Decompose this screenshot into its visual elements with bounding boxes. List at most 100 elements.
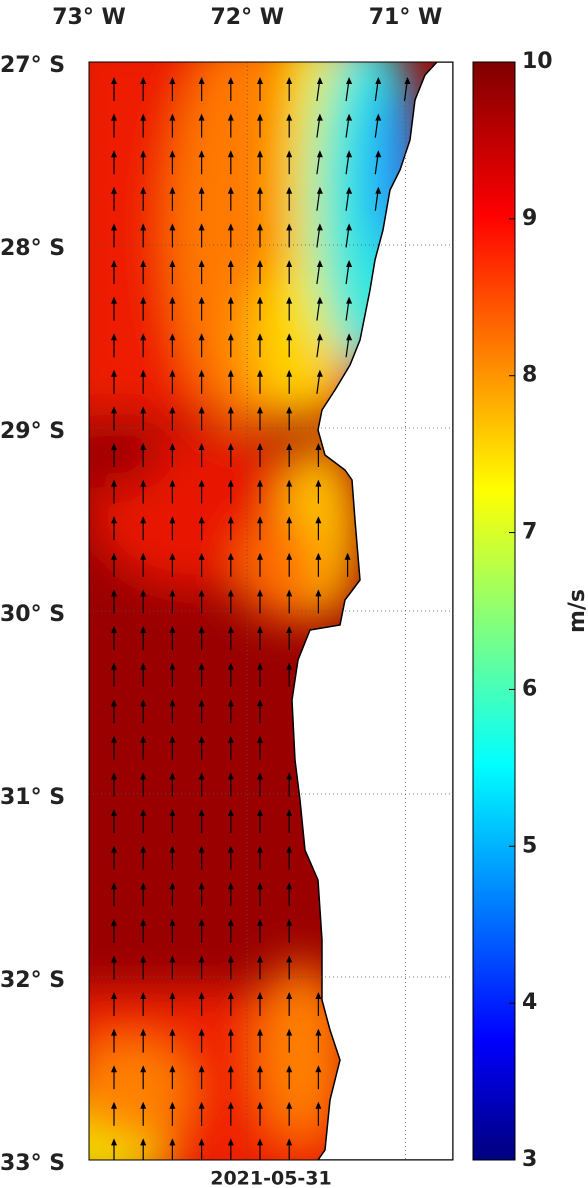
wind-arrow-head [286, 955, 293, 963]
wind-arrow-head [198, 406, 205, 414]
wind-arrow-head [198, 296, 205, 304]
wind-arrow-head [169, 882, 176, 890]
wind-arrow-head [111, 955, 117, 963]
wind-arrow-head [375, 113, 382, 121]
wind-arrow-head [111, 918, 117, 926]
wind-arrow-head [140, 516, 147, 524]
wind-arrow-head [198, 735, 205, 743]
colorbar-label: m/s [565, 589, 588, 633]
wind-arrow-head [198, 260, 205, 267]
wind-arrow-head [346, 223, 353, 231]
wind-arrow-head [140, 1101, 147, 1109]
wind-arrow-head [257, 406, 263, 414]
wind-arrow-head [169, 113, 176, 121]
wind-arrow-head [169, 443, 176, 450]
wind-arrow-head [169, 699, 176, 707]
wind-arrow-head [286, 113, 293, 121]
wind-arrow-head [286, 406, 293, 414]
wind-arrow-head [169, 1028, 176, 1036]
wind-arrow-head [198, 1065, 205, 1073]
wind-arrow-head [227, 809, 234, 816]
wind-arrow-head [257, 516, 263, 524]
wind-arrow-head [316, 186, 323, 194]
wind-arrow-head [316, 369, 323, 377]
wind-arrow-head [111, 113, 117, 121]
lon-tick-label: 71° W [369, 5, 443, 30]
wind-arrow-head [227, 443, 234, 450]
wind-arrow-head [227, 223, 234, 231]
wind-arrow-head [227, 479, 234, 487]
wind-arrow-head [198, 992, 205, 999]
wind-arrow-head [169, 1065, 176, 1073]
wind-arrow-head [169, 1101, 176, 1109]
wind-arrow-head [227, 882, 234, 890]
wind-arrow-head [111, 369, 117, 377]
colorbar-tick-label: 3 [522, 1147, 537, 1172]
wind-arrow-head [286, 260, 293, 267]
wind-arrow-head [257, 1138, 263, 1146]
wind-arrow-head [257, 772, 263, 780]
colorbar-tick-label: 10 [522, 49, 553, 74]
wind-arrow-head [111, 626, 117, 633]
wind-arrow-head [111, 333, 117, 341]
wind-arrow-head [346, 113, 353, 121]
wind-arrow-head [140, 662, 147, 670]
wind-arrow-head [286, 186, 293, 194]
wind-arrow-head [286, 589, 293, 597]
wind-arrow-head [169, 479, 176, 487]
wind-arrow-head [257, 882, 263, 890]
wind-arrow-head [257, 845, 263, 853]
wind-arrow-head [140, 77, 147, 84]
wind-arrow-head [257, 699, 263, 707]
wind-arrow-head [286, 662, 293, 670]
wind-arrow-head [169, 955, 176, 963]
wind-arrow-head [286, 333, 293, 341]
wind-arrow-head [111, 443, 117, 450]
wind-arrow-head [140, 369, 147, 377]
wind-arrow-head [140, 992, 147, 999]
wind-arrow-head [315, 1065, 322, 1073]
wind-arrow-head [286, 296, 293, 304]
wind-arrow-head [198, 1101, 205, 1109]
wind-arrow-head [404, 77, 411, 84]
wind-arrow-head [315, 516, 322, 524]
wind-arrow-head [140, 113, 147, 121]
wind-arrow-head [286, 772, 293, 780]
wind-arrow-head [140, 589, 147, 597]
colorbar-tick-label: 8 [522, 363, 537, 388]
wind-arrow-head [257, 369, 263, 377]
wind-arrow-head [257, 626, 263, 633]
wind-arrow-head [286, 369, 293, 377]
wind-arrow-head [286, 1065, 293, 1073]
wind-arrow-head [111, 296, 117, 304]
wind-arrow-head [257, 552, 263, 560]
land [291, 62, 453, 1160]
wind-arrow-head [257, 77, 263, 84]
wind-arrow-head [169, 150, 176, 158]
wind-arrow-head [257, 260, 263, 267]
wind-arrow-head [198, 150, 205, 158]
wind-arrow-head [257, 479, 263, 487]
lat-tick-label: 32° S [0, 968, 65, 993]
wind-arrow-head [111, 516, 117, 524]
wind-arrow-head [286, 626, 293, 633]
wind-arrow-head [257, 223, 263, 231]
wind-arrow-head [169, 626, 176, 633]
wind-arrow-head [111, 479, 117, 487]
wind-arrow-head [257, 992, 263, 999]
wind-arrow-head [227, 77, 234, 84]
wind-arrow-head [257, 150, 263, 158]
wind-arrow-head [111, 1028, 117, 1036]
wind-arrow-head [286, 809, 293, 816]
wind-arrow-head [227, 369, 234, 377]
wind-arrow-head [169, 369, 176, 377]
wind-arrow-head [286, 443, 293, 450]
wind-arrow-head [198, 186, 205, 194]
wind-arrow-head [169, 186, 176, 194]
wind-arrow-head [140, 150, 147, 158]
wind-arrow-head [257, 1065, 263, 1073]
wind-arrow-head [227, 699, 234, 707]
wind-arrow-head [315, 552, 322, 560]
wind-arrow-head [111, 1101, 117, 1109]
